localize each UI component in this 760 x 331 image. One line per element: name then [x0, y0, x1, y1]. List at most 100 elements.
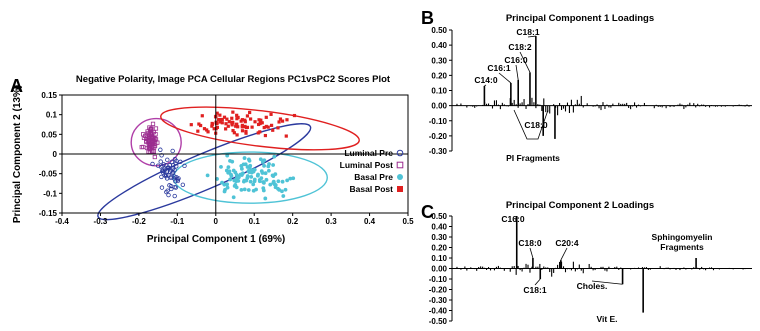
point-s2-105 [245, 174, 250, 178]
point-s2-88 [277, 187, 282, 192]
point-s0-44 [169, 186, 174, 192]
point-s3-81 [215, 111, 219, 115]
point-s2-91 [239, 187, 244, 192]
panel-label-b: B [421, 8, 434, 28]
legend-marker-0 [396, 149, 404, 157]
point-s0-56 [159, 185, 165, 190]
point-s2-32 [239, 166, 244, 171]
point-s0-19 [167, 183, 172, 188]
point-s2-64 [241, 179, 246, 184]
point-s3-60 [234, 124, 238, 128]
point-s2-97 [264, 177, 269, 182]
point-s2-84 [239, 173, 244, 177]
point-s2-29 [225, 182, 230, 187]
pc1-y-tick-label-4: 0.10 [431, 87, 447, 96]
point-s0-36 [170, 170, 175, 176]
point-s0-26 [169, 175, 174, 180]
point-s0-30 [176, 176, 181, 181]
pc2-y-tick-label-6: -0.10 [429, 275, 448, 284]
point-s3-19 [220, 121, 224, 125]
point-s0-41 [170, 170, 176, 175]
point-s3-52 [240, 123, 244, 127]
point-s1-62 [150, 139, 155, 144]
point-s2-25 [219, 164, 223, 169]
point-s3-56 [278, 117, 283, 121]
pc1-y-tick-label-0: 0.50 [431, 26, 447, 35]
pc2-y-tick-label-9: -0.40 [429, 307, 448, 316]
point-s1-23 [152, 154, 157, 160]
point-s0-40 [182, 163, 187, 169]
legend-label-1: Luminal Post [340, 160, 394, 170]
point-s0-34 [159, 174, 164, 180]
legend-marker-2 [397, 174, 403, 180]
y-tick-label-3: 0 [53, 150, 58, 159]
point-s2-94 [260, 160, 265, 164]
pc1-peak-leader-0 [484, 84, 487, 87]
scores-y-ticks: -0.15 -0.1 -0.05 0 0.05 0.1 0.15 [39, 91, 62, 218]
pc2-peak-label-4: Choles. [577, 281, 608, 291]
scores-legend: Luminal Pre Luminal Post Basal Pre Basal Po… [340, 148, 404, 194]
point-s0-38 [172, 193, 177, 199]
pc2-y-tick-label-1: 0.40 [431, 223, 447, 232]
pc1-peak-label-2: C16:0 [504, 55, 527, 65]
legend-marker-3 [397, 186, 403, 192]
point-s2-89 [251, 188, 256, 193]
point-s3-65 [292, 113, 297, 118]
point-s3-23 [285, 118, 289, 122]
point-s3-44 [248, 110, 252, 115]
point-s3-51 [210, 121, 214, 126]
point-s3-69 [215, 121, 219, 125]
point-s3-53 [244, 129, 248, 134]
point-s3-10 [196, 129, 200, 133]
x-tick-label-0: -0.4 [55, 217, 69, 226]
point-s2-61 [252, 177, 257, 182]
panel-label-c: C [421, 202, 434, 222]
point-s2-80 [266, 164, 271, 169]
point-s2-71 [225, 153, 230, 158]
point-s2-13 [281, 194, 286, 198]
pc2-peak-leader-1 [529, 247, 534, 259]
point-s3-74 [266, 125, 270, 129]
point-s2-77 [223, 187, 227, 192]
point-s2-93 [247, 170, 252, 174]
pc1-axis: 0.50 0.40 0.30 0.20 0.10 0.00 -0.10 -0.20 -0.30 [429, 26, 752, 156]
point-s3-63 [264, 124, 268, 129]
pc2-y-tick-label-10: -0.50 [429, 317, 448, 326]
pc1-y-tick-label-2: 0.30 [431, 56, 447, 65]
point-s2-95 [273, 183, 278, 187]
confidence-ellipse-0 [97, 123, 312, 221]
point-s3-55 [231, 128, 235, 133]
y-tick-label-5: 0.1 [46, 111, 58, 120]
pc1-peak-leader-2 [515, 64, 519, 80]
point-s3-47 [269, 112, 273, 116]
point-s2-45 [271, 179, 276, 184]
point-s3-28 [227, 120, 231, 124]
point-s0-50 [159, 153, 164, 158]
point-s2-79 [229, 174, 234, 178]
pc2-y-tick-label-3: 0.20 [431, 244, 447, 253]
point-s0-49 [155, 163, 161, 168]
pc2-loading-bars [454, 216, 750, 313]
point-s2-44 [262, 163, 266, 168]
point-s3-64 [217, 117, 222, 122]
point-s0-16 [175, 178, 181, 184]
point-s3-31 [224, 122, 228, 126]
y-tick-label-2: -0.05 [39, 170, 58, 179]
y-tick-label-4: 0.05 [41, 130, 57, 139]
pc2-y-tick-label-7: -0.20 [429, 286, 448, 295]
y-tick-label-6: 0.15 [41, 91, 57, 100]
point-s3-40 [210, 124, 214, 128]
point-s2-81 [285, 178, 290, 183]
point-s0-55 [171, 176, 177, 181]
point-s2-100 [276, 179, 281, 184]
point-s2-1 [231, 195, 236, 200]
point-s2-87 [249, 174, 254, 179]
point-s3-41 [258, 119, 263, 123]
pc1-peak-leader-3 [519, 51, 531, 73]
x-tick-label-2: -0.2 [132, 217, 146, 226]
point-s2-106 [234, 179, 239, 184]
pc1-loading-bars [454, 36, 750, 139]
point-s3-25 [284, 134, 288, 138]
point-s3-45 [206, 130, 210, 134]
point-s0-0 [174, 164, 179, 169]
